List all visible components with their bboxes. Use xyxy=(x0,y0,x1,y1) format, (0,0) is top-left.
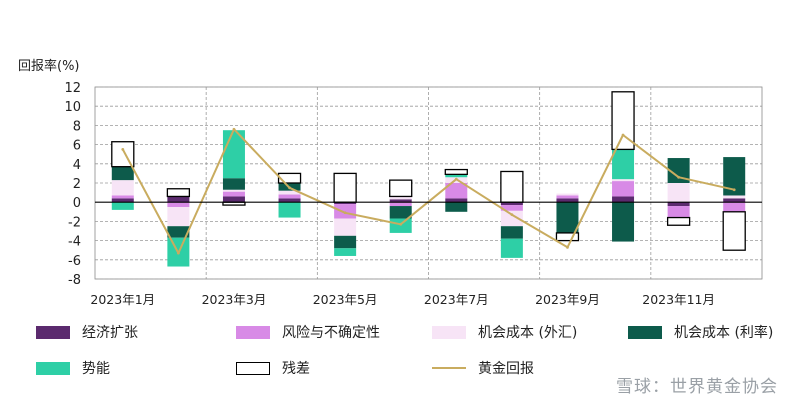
bar-segment xyxy=(556,193,579,196)
gold-return-point xyxy=(121,148,125,151)
line-layer xyxy=(121,127,736,255)
y-tick-label: 12 xyxy=(64,81,81,96)
bar-segment xyxy=(667,206,690,218)
bar-segment xyxy=(111,195,134,199)
bar-segment xyxy=(278,190,301,195)
bar-segment xyxy=(500,205,523,211)
bar-segment xyxy=(389,218,412,233)
bar-segment xyxy=(555,232,580,242)
bar-segment xyxy=(667,183,690,203)
bar-segment xyxy=(167,202,190,207)
axis-layer: -8 -6 -4 -2 0 2 4 6 8 10 12 2023年1月 2023年3月 2023年5月 20… xyxy=(64,81,762,307)
gold-return-point xyxy=(732,188,736,192)
bar-segment xyxy=(500,226,523,239)
bar-segment xyxy=(500,202,523,206)
bar-segment xyxy=(556,198,579,203)
bar-segment xyxy=(222,189,245,192)
bar-segment xyxy=(167,207,190,227)
bar-segment xyxy=(666,216,691,226)
bar-segment xyxy=(389,179,413,198)
gold-return-point xyxy=(566,245,569,249)
x-tick-label: 2023年3月 xyxy=(202,292,267,307)
x-tick-label: 2023年7月 xyxy=(424,292,489,307)
y-tick-label: 2 xyxy=(73,177,81,192)
bar-segment xyxy=(612,179,635,182)
gold-return-point xyxy=(510,213,514,217)
bar-segment xyxy=(167,226,190,238)
bar-segment xyxy=(278,194,301,199)
y-tick-label: -6 xyxy=(68,254,81,269)
bar-segment xyxy=(556,195,579,199)
bar-segment xyxy=(612,149,635,180)
watermark: 雪球：世界黄金协会 xyxy=(616,377,778,397)
y-tick-label: 8 xyxy=(73,119,81,134)
x-tick-label: 2023年11月 xyxy=(642,292,715,307)
bar-segment xyxy=(667,202,690,207)
bar-segment xyxy=(500,238,523,258)
gold-return-point xyxy=(677,175,681,179)
bar-segment xyxy=(334,235,357,249)
gold-return-point xyxy=(176,251,180,255)
bar-segment xyxy=(612,202,635,242)
bar-segment xyxy=(166,188,191,198)
y-tick-label: 0 xyxy=(73,196,81,211)
bar-segment xyxy=(334,202,357,205)
bar-segment xyxy=(389,196,412,200)
bar-segment xyxy=(722,211,746,251)
bar-segment xyxy=(277,172,302,184)
bar-segment xyxy=(333,172,357,203)
bar-segment xyxy=(556,202,579,233)
gold-return-point xyxy=(232,127,236,131)
y-tick-label: -4 xyxy=(68,235,81,250)
gold-return-point xyxy=(343,211,347,215)
bar-segment xyxy=(500,210,523,227)
gold-return-point xyxy=(621,133,625,137)
bar-segment xyxy=(334,248,357,256)
bar-segment xyxy=(389,206,412,219)
y-axis-title: 回报率(%) xyxy=(18,58,80,74)
bar-segment xyxy=(612,181,635,197)
bar-segment xyxy=(723,195,746,199)
x-tick-label: 2023年1月 xyxy=(90,292,155,307)
y-tick-label: 10 xyxy=(64,100,81,115)
bar-segment xyxy=(612,196,635,203)
bar-segment xyxy=(222,191,245,197)
grid-layer xyxy=(94,86,763,280)
x-tick-label: 2023年5月 xyxy=(313,292,378,307)
bar-segment xyxy=(444,168,468,176)
bar-segment xyxy=(334,204,357,219)
bar-segment xyxy=(611,91,635,151)
bar-segment xyxy=(111,202,134,210)
bar-layer xyxy=(111,91,746,267)
bar-segment xyxy=(389,202,412,207)
bar-segment xyxy=(334,218,357,236)
bar-segment xyxy=(445,202,468,212)
bar-segment xyxy=(723,202,746,212)
gold-return-point xyxy=(399,222,403,226)
bar-segment xyxy=(723,198,746,203)
y-tick-label: -8 xyxy=(68,273,81,288)
bar-segment xyxy=(278,198,301,203)
bar-segment xyxy=(667,158,690,183)
y-tick-label: -2 xyxy=(68,215,81,230)
bar-segment xyxy=(222,178,245,190)
bar-segment xyxy=(111,180,134,196)
bar-segment xyxy=(167,196,190,203)
bar-segment xyxy=(111,166,134,181)
bar-segment xyxy=(389,199,412,203)
bar-segment xyxy=(222,196,245,203)
bar-segment xyxy=(500,170,524,203)
bar-segment xyxy=(723,157,746,196)
bar-segment xyxy=(111,198,134,203)
bar-segment xyxy=(445,198,468,203)
gold-return-point xyxy=(454,177,458,181)
bar-segment xyxy=(445,183,468,199)
x-tick-label: 2023年9月 xyxy=(535,292,600,307)
y-tick-label: 6 xyxy=(73,139,81,154)
bar-segment xyxy=(445,174,468,178)
gold-return-point xyxy=(288,186,291,190)
y-tick-label: 4 xyxy=(73,158,81,173)
bar-segment xyxy=(278,202,301,218)
